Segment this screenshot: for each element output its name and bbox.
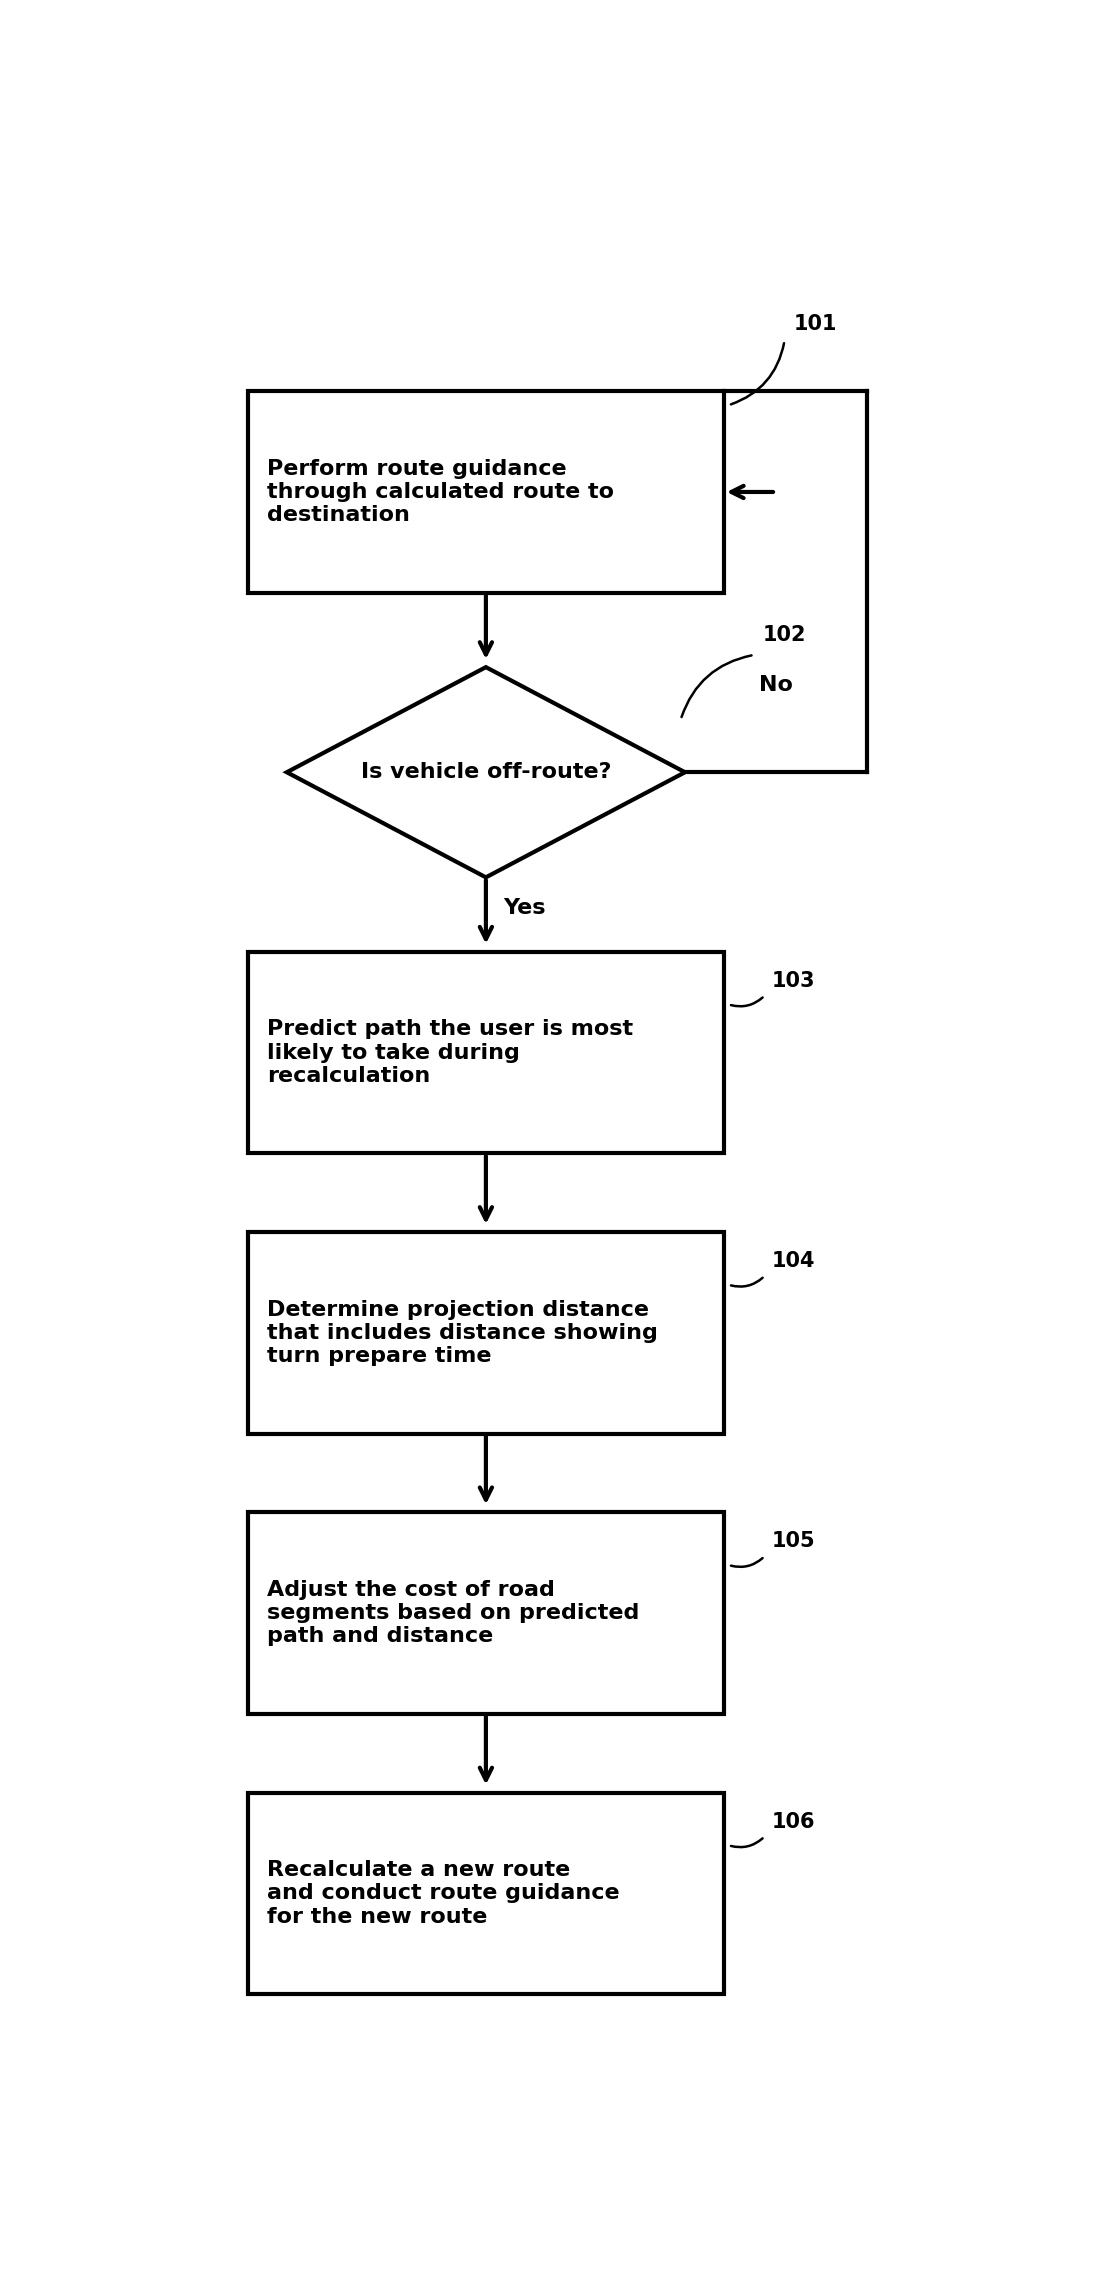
Text: 104: 104 [772, 1251, 815, 1272]
Bar [248, 1513, 724, 1713]
Bar [248, 391, 724, 594]
Bar [248, 951, 724, 1153]
Text: 103: 103 [772, 971, 815, 992]
Text: Perform route guidance
through calculated route to
destination: Perform route guidance through calculate… [267, 460, 614, 526]
Text: Predict path the user is most
likely to take during
recalculation: Predict path the user is most likely to … [267, 1019, 633, 1085]
Text: 105: 105 [772, 1531, 815, 1552]
Text: 102: 102 [763, 626, 806, 644]
Bar [248, 1793, 724, 1995]
Polygon shape [287, 667, 685, 878]
Text: 101: 101 [793, 314, 837, 334]
Text: Adjust the cost of road
segments based on predicted
path and distance: Adjust the cost of road segments based o… [267, 1579, 639, 1647]
Text: Determine projection distance
that includes distance showing
turn prepare time: Determine projection distance that inclu… [267, 1299, 658, 1365]
Bar [248, 1233, 724, 1433]
Text: Is vehicle off-route?: Is vehicle off-route? [361, 762, 611, 783]
Text: No: No [758, 676, 792, 694]
Text: Recalculate a new route
and conduct route guidance
for the new route: Recalculate a new route and conduct rout… [267, 1861, 620, 1927]
Text: 106: 106 [772, 1811, 815, 1831]
Text: Yes: Yes [504, 899, 546, 919]
